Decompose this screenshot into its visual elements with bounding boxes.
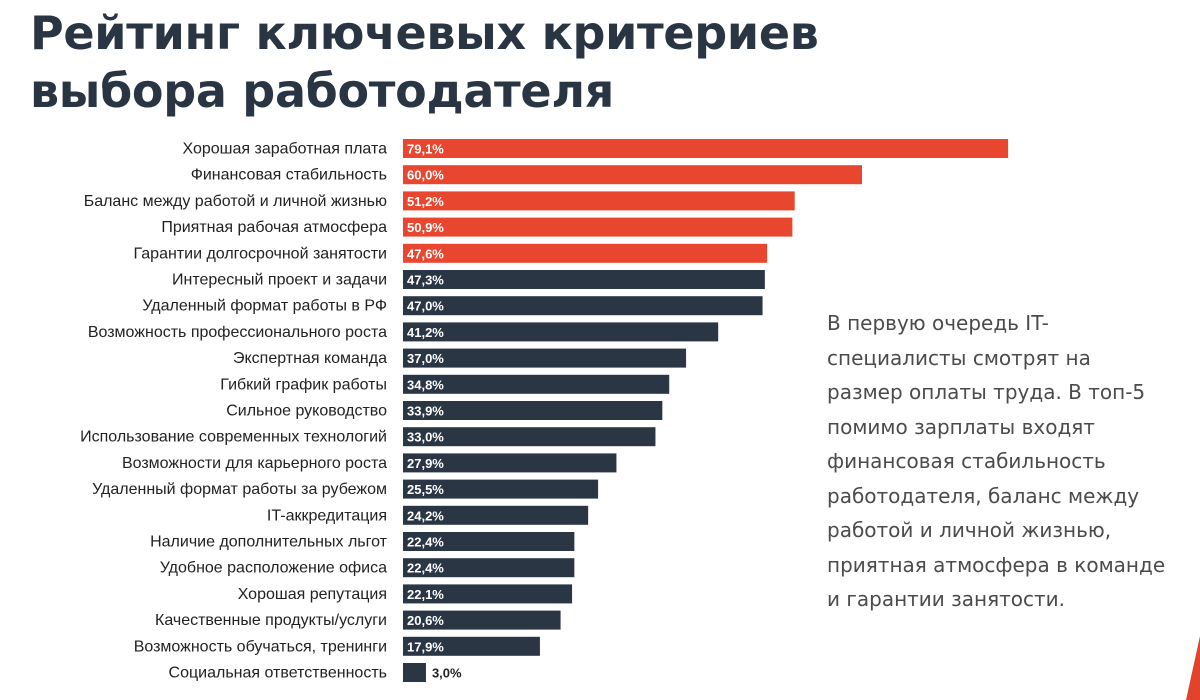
bar bbox=[403, 296, 763, 316]
category-label: Хорошая заработная плата bbox=[182, 141, 387, 158]
bar bbox=[403, 348, 687, 368]
category-label: Баланс между работой и личной жизнью bbox=[84, 193, 387, 210]
chart-title: Рейтинг ключевых критериев выбора работо… bbox=[30, 6, 819, 118]
summary-note: В первую очередь IT-специалисты смотрят … bbox=[827, 311, 1166, 611]
value-label: 79,1% bbox=[407, 142, 444, 157]
category-label: Финансовая стабильность bbox=[191, 167, 387, 184]
value-label: 34,8% bbox=[407, 377, 444, 392]
value-label: 50,9% bbox=[407, 220, 444, 235]
value-label: 60,0% bbox=[407, 168, 444, 183]
category-label: Экспертная команда bbox=[233, 350, 387, 367]
bar bbox=[403, 243, 768, 263]
bar bbox=[403, 165, 862, 185]
bar bbox=[403, 558, 575, 578]
category-label: Возможность обучаться, тренинги bbox=[134, 638, 387, 655]
bar bbox=[403, 401, 663, 420]
category-label: Хорошая репутация bbox=[238, 586, 387, 603]
category-label: Гибкий график работы bbox=[220, 376, 387, 393]
category-label: Качественные продукты/услуги bbox=[155, 612, 387, 629]
bar bbox=[403, 427, 656, 447]
category-label: Социальная ответственность bbox=[169, 665, 387, 682]
value-label: 25,5% bbox=[407, 482, 444, 497]
bar bbox=[403, 374, 670, 394]
bar bbox=[403, 322, 719, 342]
category-label: Возможности для карьерного роста bbox=[122, 455, 387, 472]
category-label: IT-аккредитация bbox=[267, 507, 387, 524]
bar bbox=[403, 532, 575, 551]
value-label: 22,4% bbox=[407, 561, 444, 576]
value-label: 33,0% bbox=[407, 430, 444, 445]
value-label: 41,2% bbox=[407, 325, 444, 340]
category-label: Удобное расположение офиса bbox=[160, 560, 387, 577]
value-label: 20,6% bbox=[407, 613, 444, 628]
bar bbox=[403, 191, 795, 211]
value-label: 27,9% bbox=[407, 456, 444, 471]
bar bbox=[403, 505, 589, 525]
value-label: 47,0% bbox=[407, 299, 444, 314]
category-label: Удаленный формат работы за рубежом bbox=[92, 481, 387, 498]
category-label: Гарантии долгосрочной занятости bbox=[134, 245, 388, 262]
category-label: Приятная рабочая атмосфера bbox=[161, 219, 387, 236]
category-label: Наличие дополнительных льгот bbox=[150, 534, 388, 551]
category-label: Удаленный формат работы в РФ bbox=[142, 298, 387, 315]
value-label: 24,2% bbox=[407, 508, 444, 523]
category-label: Интересный проект и задачи bbox=[172, 272, 387, 289]
value-label: 37,0% bbox=[407, 351, 444, 366]
value-label: 17,9% bbox=[407, 639, 444, 654]
value-label: 22,4% bbox=[407, 535, 444, 550]
bar bbox=[403, 453, 617, 473]
value-label: 33,9% bbox=[407, 404, 444, 419]
value-label: 47,6% bbox=[407, 246, 444, 261]
value-label: 51,2% bbox=[407, 194, 444, 209]
value-label: 22,1% bbox=[407, 587, 444, 602]
bar bbox=[403, 584, 573, 604]
category-label: Возможность профессионального роста bbox=[88, 324, 387, 341]
bar bbox=[403, 663, 426, 682]
value-label: 47,3% bbox=[407, 273, 444, 288]
bar bbox=[403, 610, 561, 630]
value-label: 3,0% bbox=[432, 666, 462, 681]
category-label: Сильное руководство bbox=[226, 403, 387, 420]
bar bbox=[403, 479, 599, 499]
bar bbox=[403, 217, 793, 237]
bar bbox=[403, 270, 765, 289]
bar bbox=[403, 636, 540, 656]
bar bbox=[403, 139, 1009, 158]
category-label: Использование современных технологий bbox=[80, 429, 387, 446]
